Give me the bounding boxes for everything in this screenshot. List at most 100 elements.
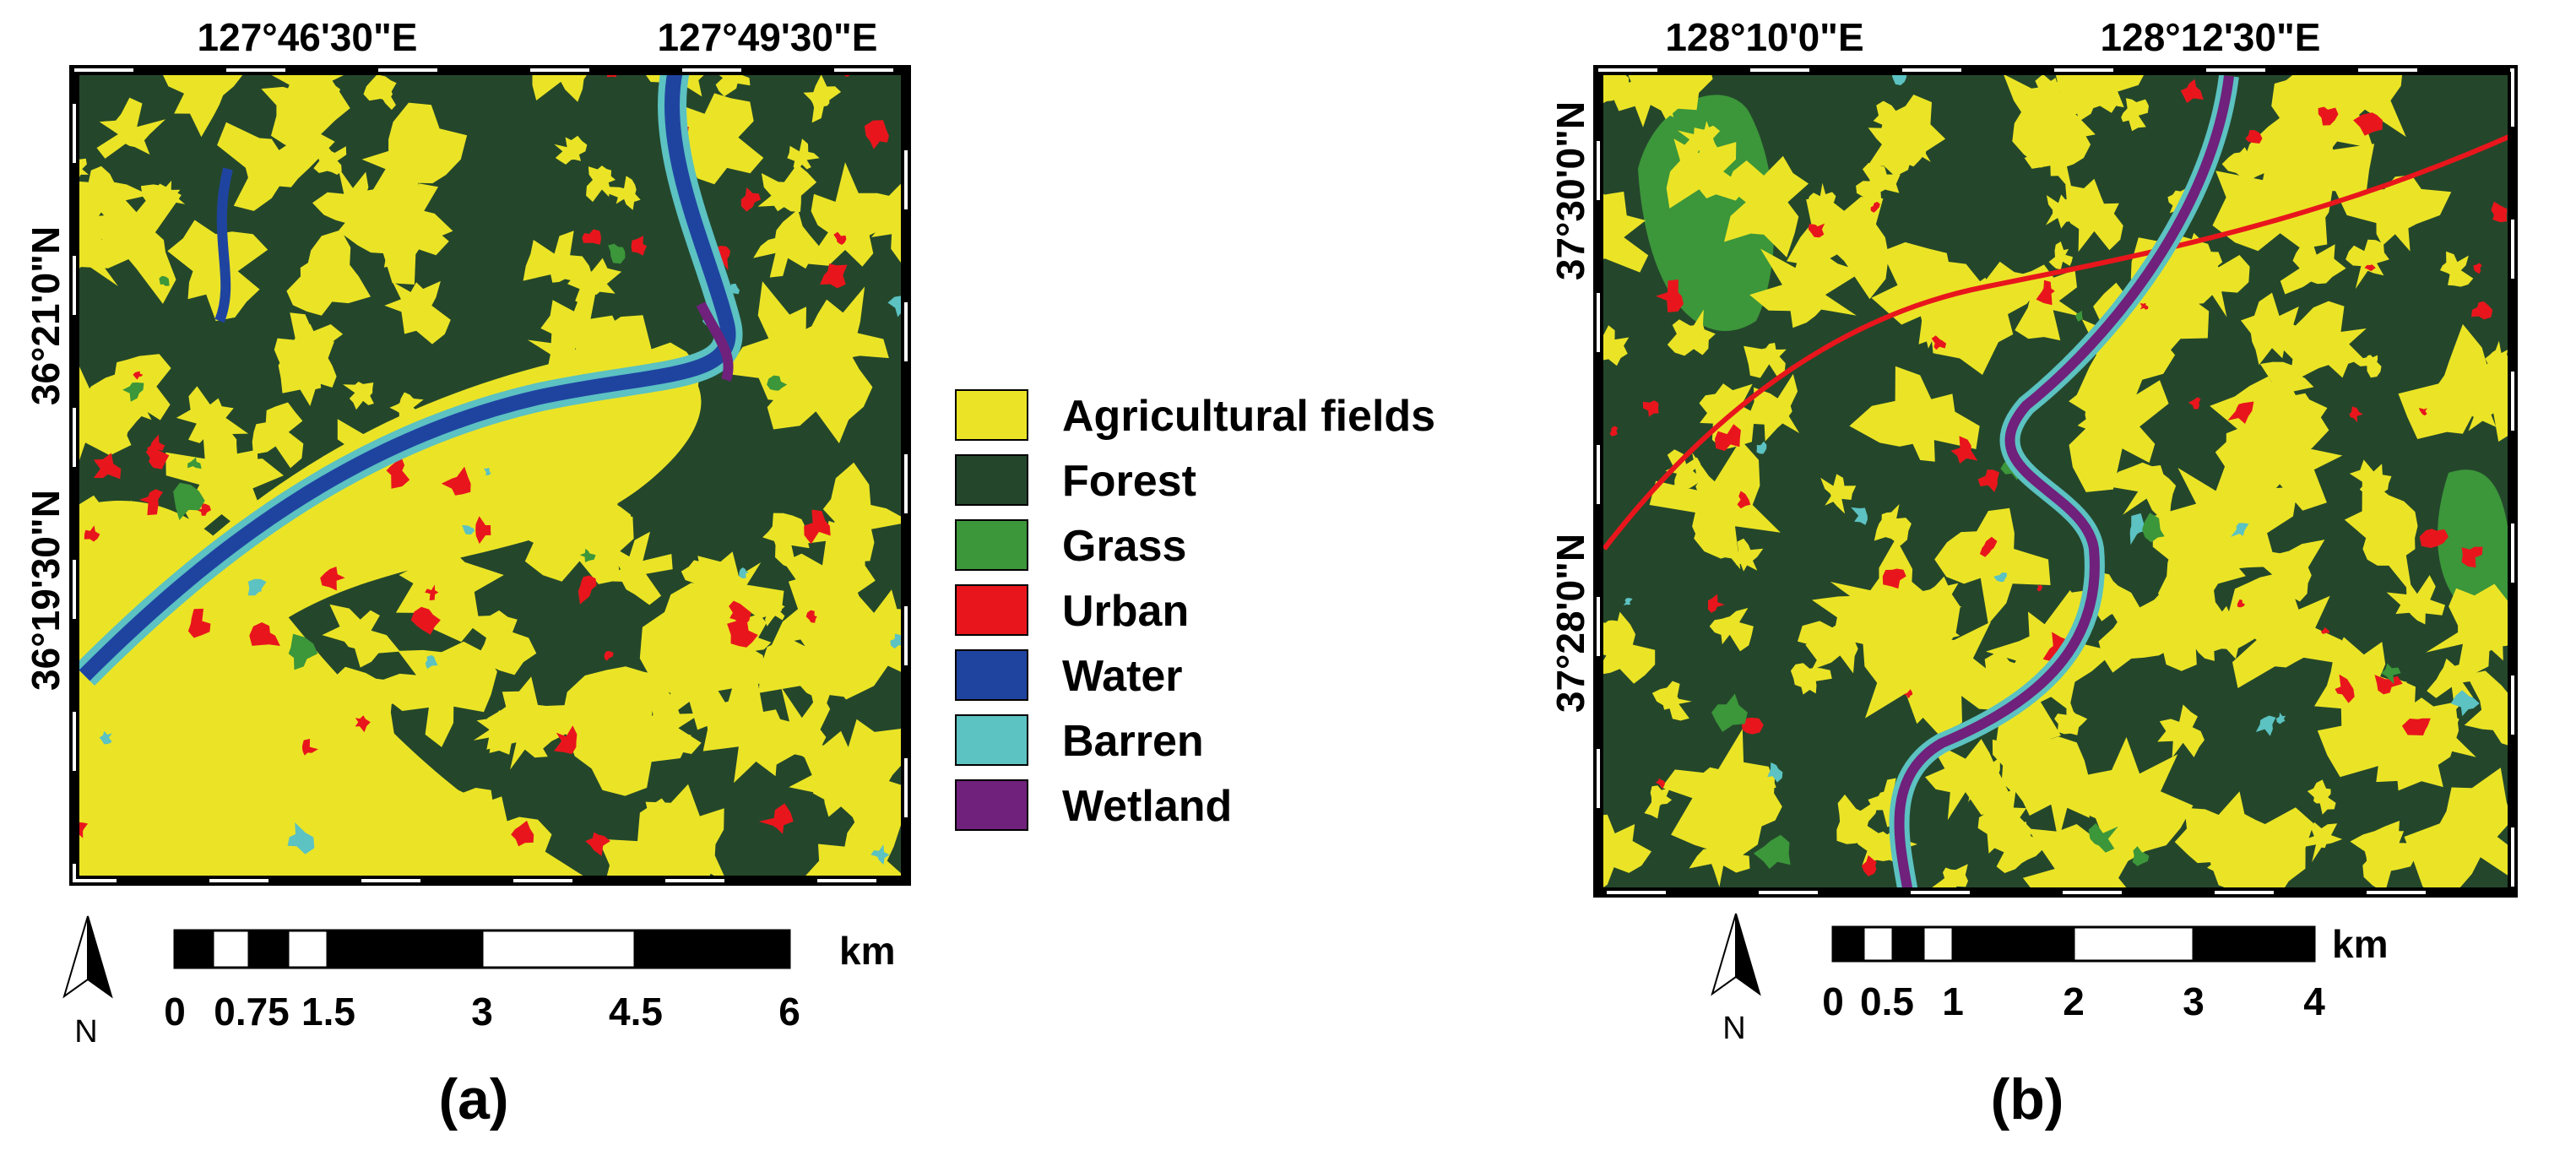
- land-patch: [473, 710, 526, 755]
- land-patch: [322, 604, 400, 668]
- land-patch: [187, 457, 202, 469]
- legend: Agricultural fields Forest Grass Urban Water…: [955, 389, 1435, 831]
- scale-label: 0.75: [214, 990, 290, 1034]
- land-patch: [579, 548, 596, 562]
- land-patch: [2374, 675, 2403, 695]
- land-patch: [1879, 578, 1962, 664]
- land-patch: [1689, 826, 1750, 887]
- land-patch: [2237, 599, 2245, 608]
- land-patch: [2064, 736, 2194, 867]
- scale-unit: km: [2332, 922, 2388, 966]
- land-patch: [462, 524, 475, 534]
- land-patch: [605, 531, 673, 605]
- land-patch: [608, 243, 626, 264]
- land-patch: [2461, 546, 2483, 568]
- land-patch: [1623, 598, 1633, 605]
- land-patch: [248, 745, 341, 846]
- land-patch: [2142, 513, 2165, 543]
- land-patch: [313, 140, 347, 175]
- land-patch: [2046, 194, 2074, 229]
- land-patch: [484, 426, 615, 551]
- land-patch: [2088, 822, 2118, 853]
- land-patch: [410, 606, 441, 635]
- land-patch: [84, 525, 100, 542]
- land-patch: [2353, 112, 2383, 136]
- land-patch: [1934, 507, 2051, 625]
- land-patch: [762, 513, 810, 571]
- land-patch: [812, 719, 906, 827]
- land-patch: [2302, 822, 2343, 863]
- land-patch: [274, 312, 344, 392]
- land-patch: [1741, 718, 1764, 735]
- land-patch: [2275, 713, 2286, 724]
- land-patch: [1989, 821, 2045, 873]
- land-patch: [1861, 854, 1877, 876]
- land-patch: [1598, 70, 1645, 106]
- land-patch: [1756, 441, 1767, 454]
- scale-unit: km: [839, 929, 895, 973]
- land-patch: [122, 382, 144, 402]
- land-patch: [1882, 568, 1906, 589]
- land-patch: [2238, 540, 2325, 608]
- land-patch: [2364, 264, 2376, 271]
- legend-swatch: [955, 519, 1028, 571]
- land-patch: [2404, 768, 2513, 892]
- land-patch: [1979, 536, 1998, 557]
- land-patch: [334, 850, 379, 881]
- land-patch: [563, 477, 632, 552]
- land-patch: [2491, 201, 2508, 223]
- land-patch: [2353, 355, 2382, 378]
- land-patch: [724, 281, 843, 402]
- land-patch: [286, 230, 371, 316]
- land-patch: [864, 120, 889, 149]
- land-patch: [160, 70, 247, 138]
- legend-swatch: [955, 454, 1028, 506]
- land-patch: [523, 231, 594, 283]
- land-patch: [626, 686, 702, 754]
- land-patch: [1931, 335, 1947, 350]
- land-patch: [2174, 791, 2275, 892]
- land-patch: [1667, 309, 1716, 356]
- legend-swatch: [955, 649, 1028, 701]
- land-patch: [567, 258, 622, 306]
- wetland: [696, 301, 734, 382]
- land-patch: [261, 678, 385, 805]
- scale-label: 4.5: [609, 990, 663, 1034]
- land-patch: [2318, 106, 2339, 126]
- land-patch: [252, 402, 304, 469]
- land-patch: [425, 655, 438, 670]
- land-patch: [302, 739, 318, 756]
- north-arrow: N: [62, 915, 113, 1050]
- land-patch: [2419, 529, 2449, 548]
- land-patch: [217, 122, 335, 211]
- map-b: [1598, 70, 2513, 892]
- scale-label: 6: [778, 990, 800, 1034]
- land-patch: [1928, 864, 1968, 892]
- land-patch: [2126, 577, 2234, 671]
- land-patch: [173, 482, 205, 520]
- land-patch: [2069, 355, 2169, 492]
- land-patch: [341, 532, 391, 582]
- legend-label: Urban: [1062, 587, 1189, 636]
- land-patch: [2440, 251, 2474, 287]
- land-patch: [1655, 778, 1666, 789]
- land-patch: [159, 275, 170, 286]
- land-patch: [2036, 584, 2043, 592]
- land-patch: [320, 567, 345, 591]
- legend-label: Wetland: [1062, 782, 1232, 831]
- road: [1602, 133, 2513, 551]
- land-patch: [196, 503, 211, 516]
- land-patch: [1715, 424, 1741, 452]
- stream: [214, 167, 233, 323]
- land-patch: [332, 666, 433, 750]
- land-patch: [1993, 572, 2007, 583]
- land-patch: [361, 102, 468, 220]
- land-patch: [758, 617, 856, 727]
- land-patch: [771, 563, 881, 672]
- land-patch: [2227, 401, 2254, 424]
- land-patch: [2335, 674, 2355, 703]
- land-patch: [739, 567, 749, 578]
- land-patch: [532, 70, 591, 102]
- land-patch: [1666, 121, 1747, 209]
- land-patch: [2173, 251, 2250, 317]
